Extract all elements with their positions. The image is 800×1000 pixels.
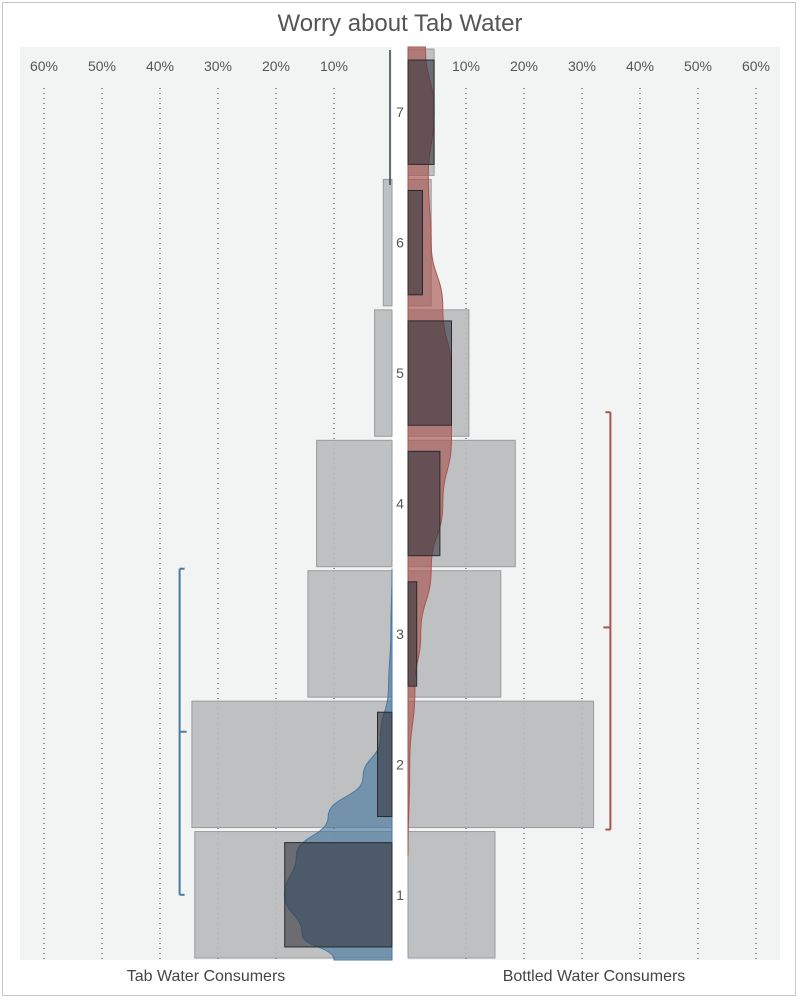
left-bar xyxy=(374,309,393,437)
tick-label-left: 10% xyxy=(320,58,348,74)
left-inner-bar xyxy=(284,842,393,948)
right-inner-bar xyxy=(407,59,435,165)
tick-label-right: 30% xyxy=(568,58,596,74)
tick-label-left: 50% xyxy=(88,58,116,74)
left-inner-bar xyxy=(377,711,393,818)
left-panel-title: Tab Water Consumers xyxy=(126,968,286,985)
category-label: 2 xyxy=(396,756,404,772)
left-bar xyxy=(382,178,393,307)
tick-label-right: 40% xyxy=(626,58,654,74)
category-label: 3 xyxy=(396,626,404,642)
chart-title: Worry about Tab Water xyxy=(277,10,523,37)
tick-label-left: 30% xyxy=(204,58,232,74)
tick-label-right: 60% xyxy=(742,58,770,74)
tick-label-left: 20% xyxy=(262,58,290,74)
right-inner-bar xyxy=(407,450,441,557)
right-inner-bar xyxy=(407,320,452,426)
tick-label-right: 10% xyxy=(452,58,480,74)
tick-label-right: 20% xyxy=(510,58,538,74)
category-label: 6 xyxy=(396,235,404,251)
category-label: 7 xyxy=(396,104,404,120)
right-bar xyxy=(407,831,496,959)
right-bar xyxy=(407,700,595,829)
tick-label-left: 60% xyxy=(30,58,58,74)
left-bar xyxy=(307,570,393,698)
category-label: 1 xyxy=(396,887,404,903)
right-inner-bar xyxy=(407,581,418,687)
left-bar xyxy=(316,439,393,568)
category-label: 4 xyxy=(396,496,404,512)
right-inner-bar xyxy=(407,189,423,296)
tick-label-right: 50% xyxy=(684,58,712,74)
right-panel-title: Bottled Water Consumers xyxy=(502,968,686,985)
tick-label-left: 40% xyxy=(146,58,174,74)
category-label: 5 xyxy=(396,365,404,381)
